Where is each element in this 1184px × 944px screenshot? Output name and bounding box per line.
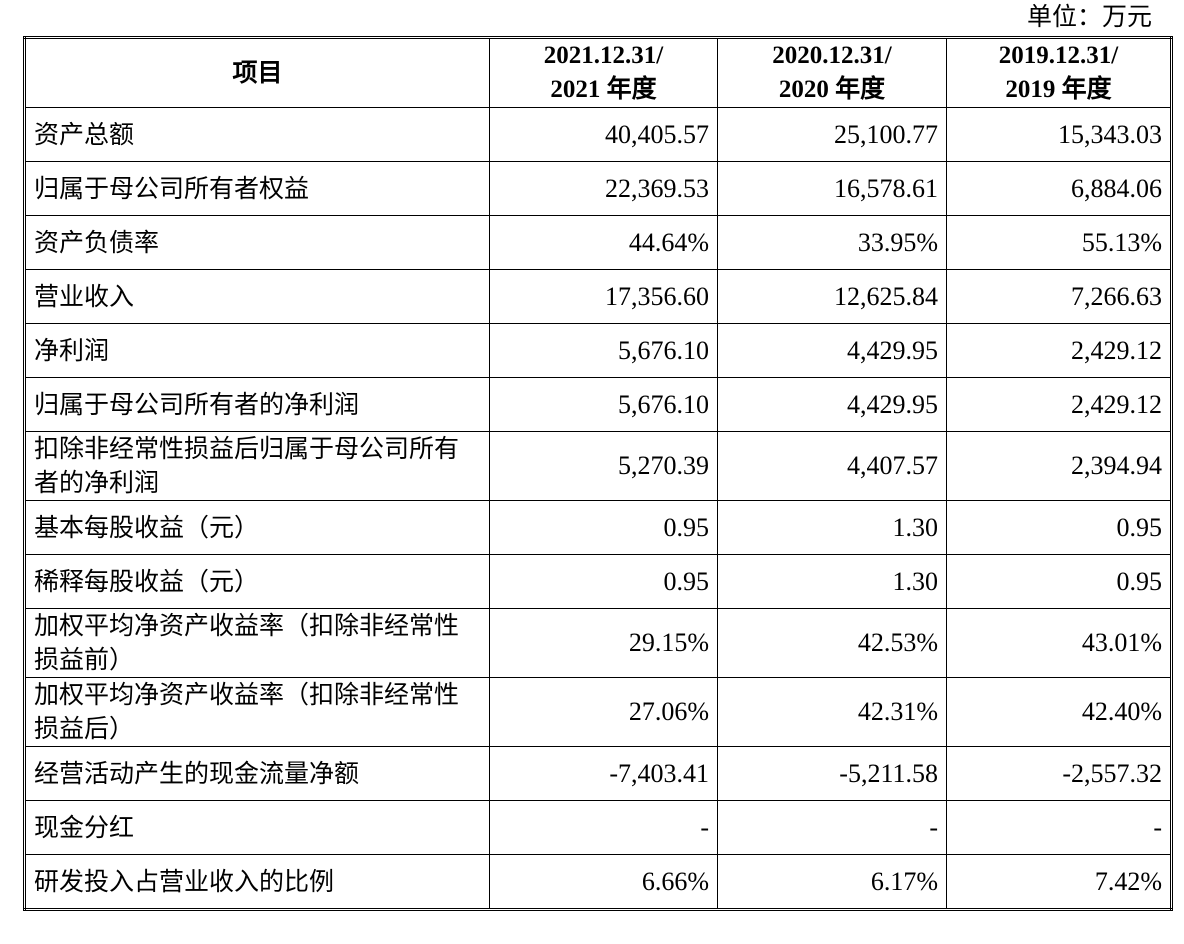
row-label: 加权平均净资产收益率（扣除非经常性损益前） bbox=[24, 608, 490, 678]
value-2021: 22,369.53 bbox=[489, 161, 718, 216]
row-label: 研发投入占营业收入的比例 bbox=[24, 854, 490, 910]
row-label: 加权平均净资产收益率（扣除非经常性损益后） bbox=[24, 677, 490, 747]
value-2021: 44.64% bbox=[489, 215, 718, 270]
value-2020: 4,429.95 bbox=[717, 377, 947, 432]
value-2020: 6.17% bbox=[717, 854, 947, 910]
value-2019: 7,266.63 bbox=[946, 269, 1172, 324]
value-2021: 5,676.10 bbox=[489, 323, 718, 378]
value-2019: 42.40% bbox=[946, 677, 1172, 747]
value-2021: 5,270.39 bbox=[489, 431, 718, 501]
value-2019: 0.95 bbox=[946, 500, 1172, 555]
row-label: 资产负债率 bbox=[24, 215, 490, 270]
table-row: 净利润 5,676.10 4,429.95 2,429.12 bbox=[24, 323, 1172, 378]
value-2021: 6.66% bbox=[489, 854, 718, 910]
value-2020: 42.53% bbox=[717, 608, 947, 678]
value-2020: 4,407.57 bbox=[717, 431, 947, 501]
value-2020: - bbox=[717, 800, 947, 855]
value-2021: 0.95 bbox=[489, 500, 718, 555]
row-label: 经营活动产生的现金流量净额 bbox=[24, 746, 490, 801]
value-2021: -7,403.41 bbox=[489, 746, 718, 801]
row-label: 稀释每股收益（元） bbox=[24, 554, 490, 609]
value-2021: - bbox=[489, 800, 718, 855]
row-label: 现金分红 bbox=[24, 800, 490, 855]
value-2020: 33.95% bbox=[717, 215, 947, 270]
value-2019: - bbox=[946, 800, 1172, 855]
value-2020: 1.30 bbox=[717, 554, 947, 609]
row-label: 资产总额 bbox=[24, 107, 490, 162]
table-row: 加权平均净资产收益率（扣除非经常性损益前） 29.15% 42.53% 43.0… bbox=[24, 608, 1172, 678]
header-item: 项目 bbox=[24, 37, 490, 108]
value-2020: -5,211.58 bbox=[717, 746, 947, 801]
value-2019: -2,557.32 bbox=[946, 746, 1172, 801]
table-row: 基本每股收益（元） 0.95 1.30 0.95 bbox=[24, 500, 1172, 555]
value-2019: 2,429.12 bbox=[946, 323, 1172, 378]
table-row: 稀释每股收益（元） 0.95 1.30 0.95 bbox=[24, 554, 1172, 609]
value-2019: 43.01% bbox=[946, 608, 1172, 678]
header-2021-year: 2021 年度 bbox=[550, 76, 657, 103]
row-label: 归属于母公司所有者权益 bbox=[24, 161, 490, 216]
value-2019: 15,343.03 bbox=[946, 107, 1172, 162]
value-2021: 27.06% bbox=[489, 677, 718, 747]
table-row: 归属于母公司所有者权益 22,369.53 16,578.61 6,884.06 bbox=[24, 161, 1172, 216]
row-label: 扣除非经常性损益后归属于母公司所有者的净利润 bbox=[24, 431, 490, 501]
header-2021: 2021.12.31/ 2021 年度 bbox=[489, 37, 718, 108]
value-2019: 55.13% bbox=[946, 215, 1172, 270]
table-row: 资产总额 40,405.57 25,100.77 15,343.03 bbox=[24, 107, 1172, 162]
financial-summary-table: 项目 2021.12.31/ 2021 年度 2020.12.31/ 2020 … bbox=[23, 36, 1173, 911]
header-2020-year: 2020 年度 bbox=[778, 76, 886, 103]
row-label: 归属于母公司所有者的净利润 bbox=[24, 377, 490, 432]
header-2021-date: 2021.12.31/ bbox=[543, 42, 664, 69]
header-2019-year: 2019 年度 bbox=[1005, 76, 1112, 103]
table-row: 研发投入占营业收入的比例 6.66% 6.17% 7.42% bbox=[24, 854, 1172, 910]
value-2020: 42.31% bbox=[717, 677, 947, 747]
header-2019-date: 2019.12.31/ bbox=[998, 42, 1119, 69]
value-2021: 0.95 bbox=[489, 554, 718, 609]
value-2020: 12,625.84 bbox=[717, 269, 947, 324]
table-row: 加权平均净资产收益率（扣除非经常性损益后） 27.06% 42.31% 42.4… bbox=[24, 677, 1172, 747]
value-2020: 25,100.77 bbox=[717, 107, 947, 162]
header-2019: 2019.12.31/ 2019 年度 bbox=[946, 37, 1172, 108]
value-2019: 0.95 bbox=[946, 554, 1172, 609]
header-2020-date: 2020.12.31/ bbox=[772, 42, 892, 69]
table-header-row: 项目 2021.12.31/ 2021 年度 2020.12.31/ 2020 … bbox=[24, 37, 1172, 108]
unit-label: 单位：万元 bbox=[1026, 2, 1152, 31]
value-2021: 29.15% bbox=[489, 608, 718, 678]
value-2021: 40,405.57 bbox=[489, 107, 718, 162]
value-2020: 16,578.61 bbox=[717, 161, 947, 216]
value-2021: 17,356.60 bbox=[489, 269, 718, 324]
table-row: 归属于母公司所有者的净利润 5,676.10 4,429.95 2,429.12 bbox=[24, 377, 1172, 432]
row-label: 营业收入 bbox=[24, 269, 490, 324]
value-2019: 6,884.06 bbox=[946, 161, 1172, 216]
value-2021: 5,676.10 bbox=[489, 377, 718, 432]
table-row: 扣除非经常性损益后归属于母公司所有者的净利润 5,270.39 4,407.57… bbox=[24, 431, 1172, 501]
table-row: 现金分红 - - - bbox=[24, 800, 1172, 855]
value-2019: 2,394.94 bbox=[946, 431, 1172, 501]
row-label: 基本每股收益（元） bbox=[24, 500, 490, 555]
value-2020: 4,429.95 bbox=[717, 323, 947, 378]
table-row: 经营活动产生的现金流量净额 -7,403.41 -5,211.58 -2,557… bbox=[24, 746, 1172, 801]
table-row: 资产负债率 44.64% 33.95% 55.13% bbox=[24, 215, 1172, 270]
row-label: 净利润 bbox=[24, 323, 490, 378]
table-row: 营业收入 17,356.60 12,625.84 7,266.63 bbox=[24, 269, 1172, 324]
value-2020: 1.30 bbox=[717, 500, 947, 555]
value-2019: 2,429.12 bbox=[946, 377, 1172, 432]
value-2019: 7.42% bbox=[946, 854, 1172, 910]
header-2020: 2020.12.31/ 2020 年度 bbox=[717, 37, 947, 108]
